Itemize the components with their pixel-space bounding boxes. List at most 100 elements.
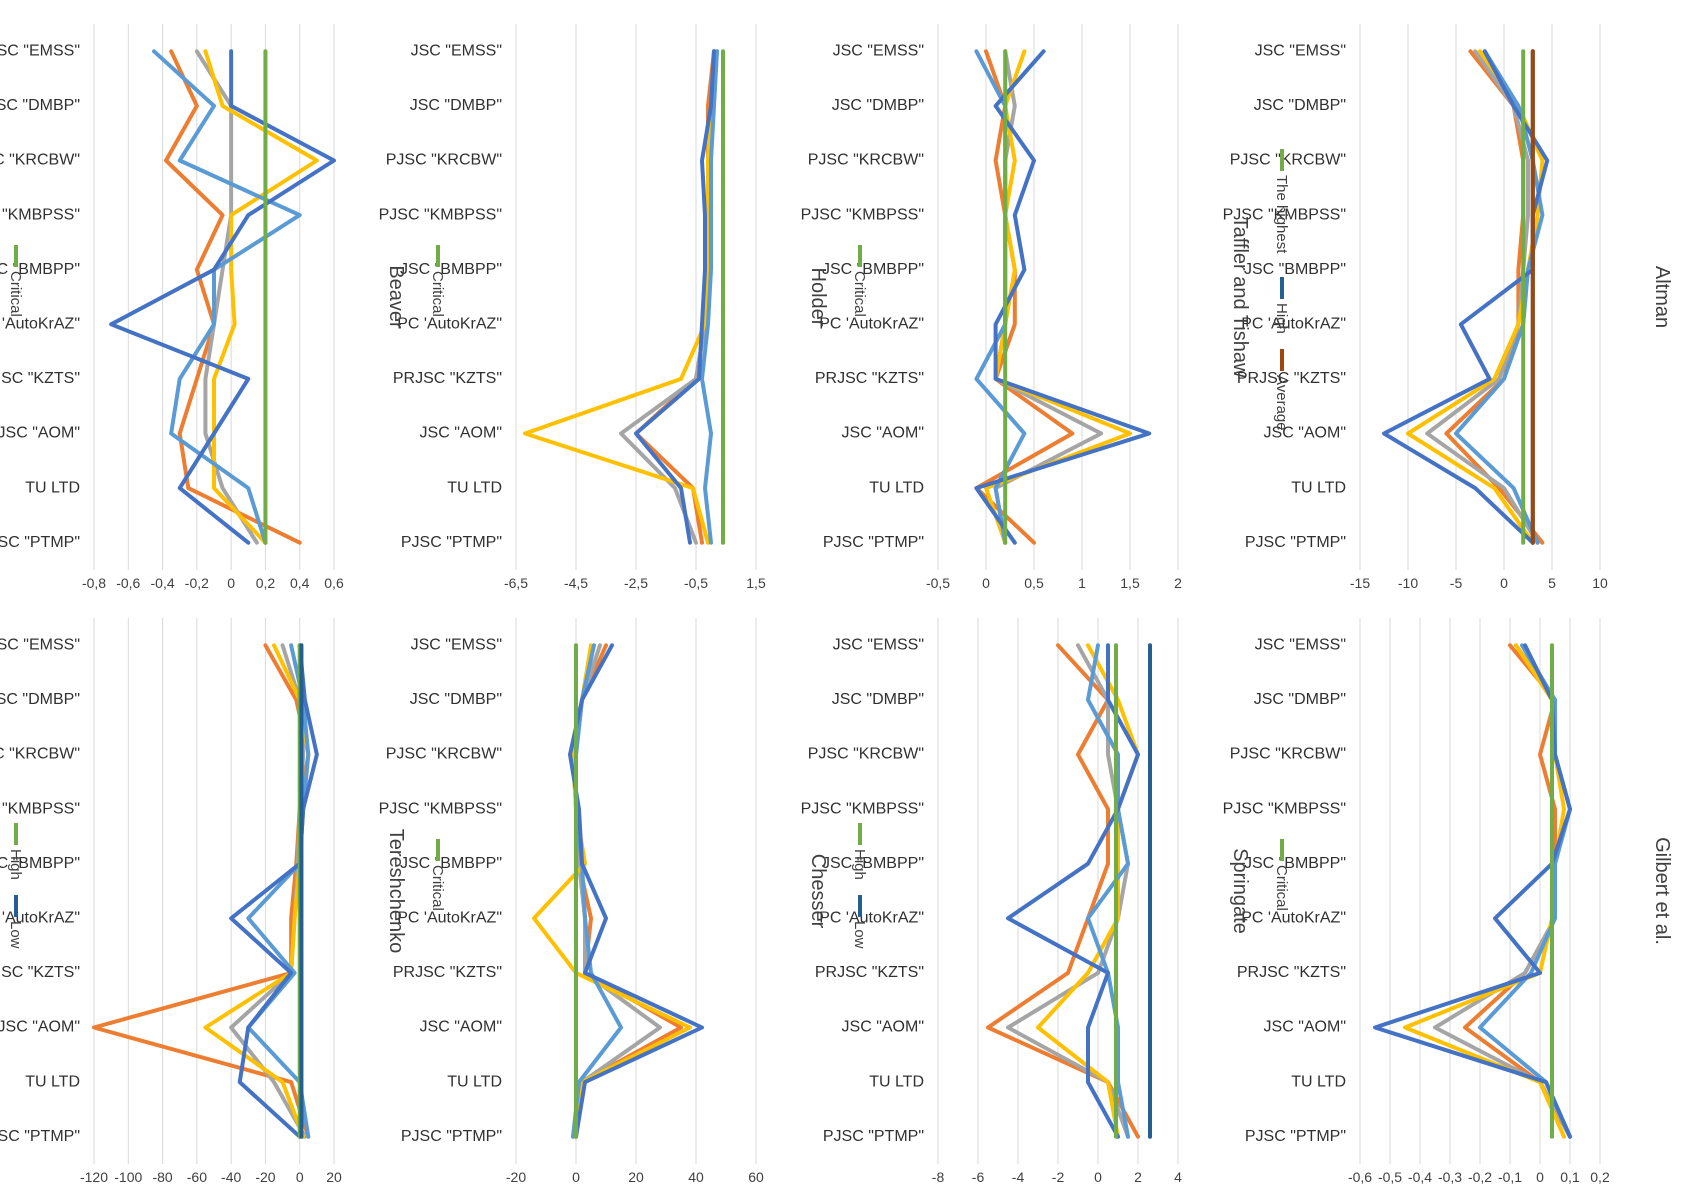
chart-svg: Tereshchenko -120 -100 -80 -60 -40 -20 0 20 JSC "… xyxy=(0,618,407,1185)
category-label: JSC "EMSS" xyxy=(833,637,924,654)
category-label: TU LTD xyxy=(869,1073,924,1090)
chart-title: Beaver xyxy=(385,265,407,329)
y-tick-label: 1,5 xyxy=(1120,575,1140,591)
category-label: PRJSC "KZTS" xyxy=(1237,370,1346,387)
series-line xyxy=(523,49,719,545)
category-label: JSC "BMBPP" xyxy=(1244,855,1346,872)
legend-label: Critical xyxy=(7,271,24,317)
y-tick-label: -0,2 xyxy=(185,575,209,591)
y-tick-label: -0,4 xyxy=(1408,1169,1432,1185)
category-label: TU LTD xyxy=(447,479,502,496)
category-label: PJSC "KRCBW" xyxy=(0,152,80,169)
y-tick-label: -6,5 xyxy=(504,575,528,591)
category-label: JSC "EMSS" xyxy=(0,43,80,60)
y-tick-label: -100 xyxy=(114,1169,142,1185)
category-label: PJSC "KMBPSS" xyxy=(379,206,502,223)
series-line xyxy=(986,643,1140,1139)
chart-svg: Chesser -20 0 20 40 60 JSC "EMSS" JSC "DMBP" PJS… xyxy=(379,618,829,1185)
category-label: PRJSC "KZTS" xyxy=(815,964,924,981)
chart-title: Gilbert et al. xyxy=(1651,837,1673,945)
chart-beaver: Beaver -0,8 -0,6 -0,4 -0,2 0 0,2 0,4 0,6 JSC "EMS… xyxy=(0,0,420,593)
y-tick-label: -0,5 xyxy=(1378,1169,1402,1185)
category-label: PJSC "PTMP" xyxy=(0,534,80,551)
y-tick-label: -2 xyxy=(1052,1169,1065,1185)
y-tick-label: 2 xyxy=(1174,575,1182,591)
y-tick-label: -0,3 xyxy=(1438,1169,1462,1185)
y-tick-label: -0,5 xyxy=(926,575,950,591)
chart-altman: Altman -15 -10 -5 0 5 10 JSC "EMSS" JSC "DMBP" PJ… xyxy=(1223,0,1686,593)
category-label: JSC "DMBP" xyxy=(1254,97,1346,114)
category-label: JSC "DMBP" xyxy=(0,97,80,114)
category-label: PJSC "KMBPSS" xyxy=(1223,206,1346,223)
series-line xyxy=(1425,49,1540,545)
y-tick-label: 10 xyxy=(1592,575,1608,591)
legend-label: High xyxy=(1273,303,1290,334)
y-tick-label: 1 xyxy=(1078,575,1086,591)
category-label: JSC "AOM" xyxy=(420,425,502,442)
category-label: JSC "AOM" xyxy=(0,1019,80,1036)
category-label: JSC "DMBP" xyxy=(0,691,80,708)
category-label: JSC "AOM" xyxy=(1264,1019,1346,1036)
category-label: PJSC "KMBPSS" xyxy=(801,800,924,817)
y-tick-label: 0,2 xyxy=(256,575,276,591)
category-label: JSC "AOM" xyxy=(0,425,80,442)
category-label: PRJSC "KZTS" xyxy=(0,964,80,981)
chart-svg: Beaver -0,8 -0,6 -0,4 -0,2 0 0,2 0,4 0,6 JSC "EMS… xyxy=(0,24,407,591)
category-label: PJSC "PTMP" xyxy=(401,1128,502,1145)
y-tick-label: -10 xyxy=(1398,575,1418,591)
category-label: PJSC "KRCBW" xyxy=(0,746,80,763)
y-tick-label: -0,2 xyxy=(1468,1169,1492,1185)
series-line xyxy=(1444,49,1545,545)
y-tick-label: 40 xyxy=(688,1169,704,1185)
category-label: JSC "EMSS" xyxy=(411,43,502,60)
y-tick-label: 0,6 xyxy=(324,575,344,591)
category-label: PJSC "KRCBW" xyxy=(808,152,924,169)
category-label: PRJSC "KZTS" xyxy=(1237,964,1346,981)
y-tick-label: -0,8 xyxy=(82,575,106,591)
chart-title: Taffler and Tishaw xyxy=(1229,217,1251,378)
category-label: PJSC "KRCBW" xyxy=(1230,152,1346,169)
category-label: JSC "EMSS" xyxy=(833,43,924,60)
legend-label: Low xyxy=(851,921,868,949)
category-label: PJSC "KMBPSS" xyxy=(801,206,924,223)
legend-label: Critical xyxy=(429,271,446,317)
y-tick-label: 20 xyxy=(628,1169,644,1185)
category-label: JSC "AOM" xyxy=(842,1019,924,1036)
category-label: TU LTD xyxy=(1291,1073,1346,1090)
y-tick-label: -0,6 xyxy=(116,575,140,591)
series-line xyxy=(109,49,336,545)
y-tick-label: 5 xyxy=(1548,575,1556,591)
category-label: PRJSC "KZTS" xyxy=(815,370,924,387)
y-tick-label: 0 xyxy=(1536,1169,1544,1185)
category-label: TU LTD xyxy=(25,479,80,496)
legend-label: Average xyxy=(1273,375,1290,431)
series-line xyxy=(152,49,302,545)
category-label: PC 'AutoKrAZ" xyxy=(0,316,80,333)
category-label: JSC "BMBPP" xyxy=(822,855,924,872)
category-label: TU LTD xyxy=(25,1073,80,1090)
category-label: JSC "EMSS" xyxy=(1255,43,1346,60)
y-tick-label: -60 xyxy=(187,1169,207,1185)
y-tick-label: -2,5 xyxy=(624,575,648,591)
category-label: PC 'AutoKrAZ" xyxy=(397,316,502,333)
y-tick-label: -4,5 xyxy=(564,575,588,591)
category-label: PJSC "KMBPSS" xyxy=(0,206,80,223)
chart-svg: Holder -6,5 -4,5 -2,5 -0,5 1,5 JSC "EMSS" JSC "… xyxy=(379,24,829,591)
y-tick-label: -6 xyxy=(972,1169,985,1185)
category-label: JSC "BMBPP" xyxy=(1244,261,1346,278)
chart-holder: Holder -6,5 -4,5 -2,5 -0,5 1,5 JSC "EMSS" JSC "… xyxy=(379,0,842,593)
category-label: PRJSC "KZTS" xyxy=(393,370,502,387)
series-line xyxy=(974,49,1075,545)
series-line xyxy=(246,643,311,1139)
y-tick-label: 0 xyxy=(1500,575,1508,591)
y-tick-label: -0,1 xyxy=(1498,1169,1522,1185)
category-label: PJSC "KRCBW" xyxy=(386,152,502,169)
category-label: TU LTD xyxy=(869,479,924,496)
series-line xyxy=(1373,643,1572,1139)
category-label: TU LTD xyxy=(447,1073,502,1090)
chart-svg: Taffler and Tishaw -0,5 0 0,5 1 1,5 2 JSC "EMSS… xyxy=(801,24,1251,591)
category-label: PJSC "KRCBW" xyxy=(1230,746,1346,763)
series-line xyxy=(1006,643,1140,1139)
category-label: PJSC "PTMP" xyxy=(0,1128,80,1145)
